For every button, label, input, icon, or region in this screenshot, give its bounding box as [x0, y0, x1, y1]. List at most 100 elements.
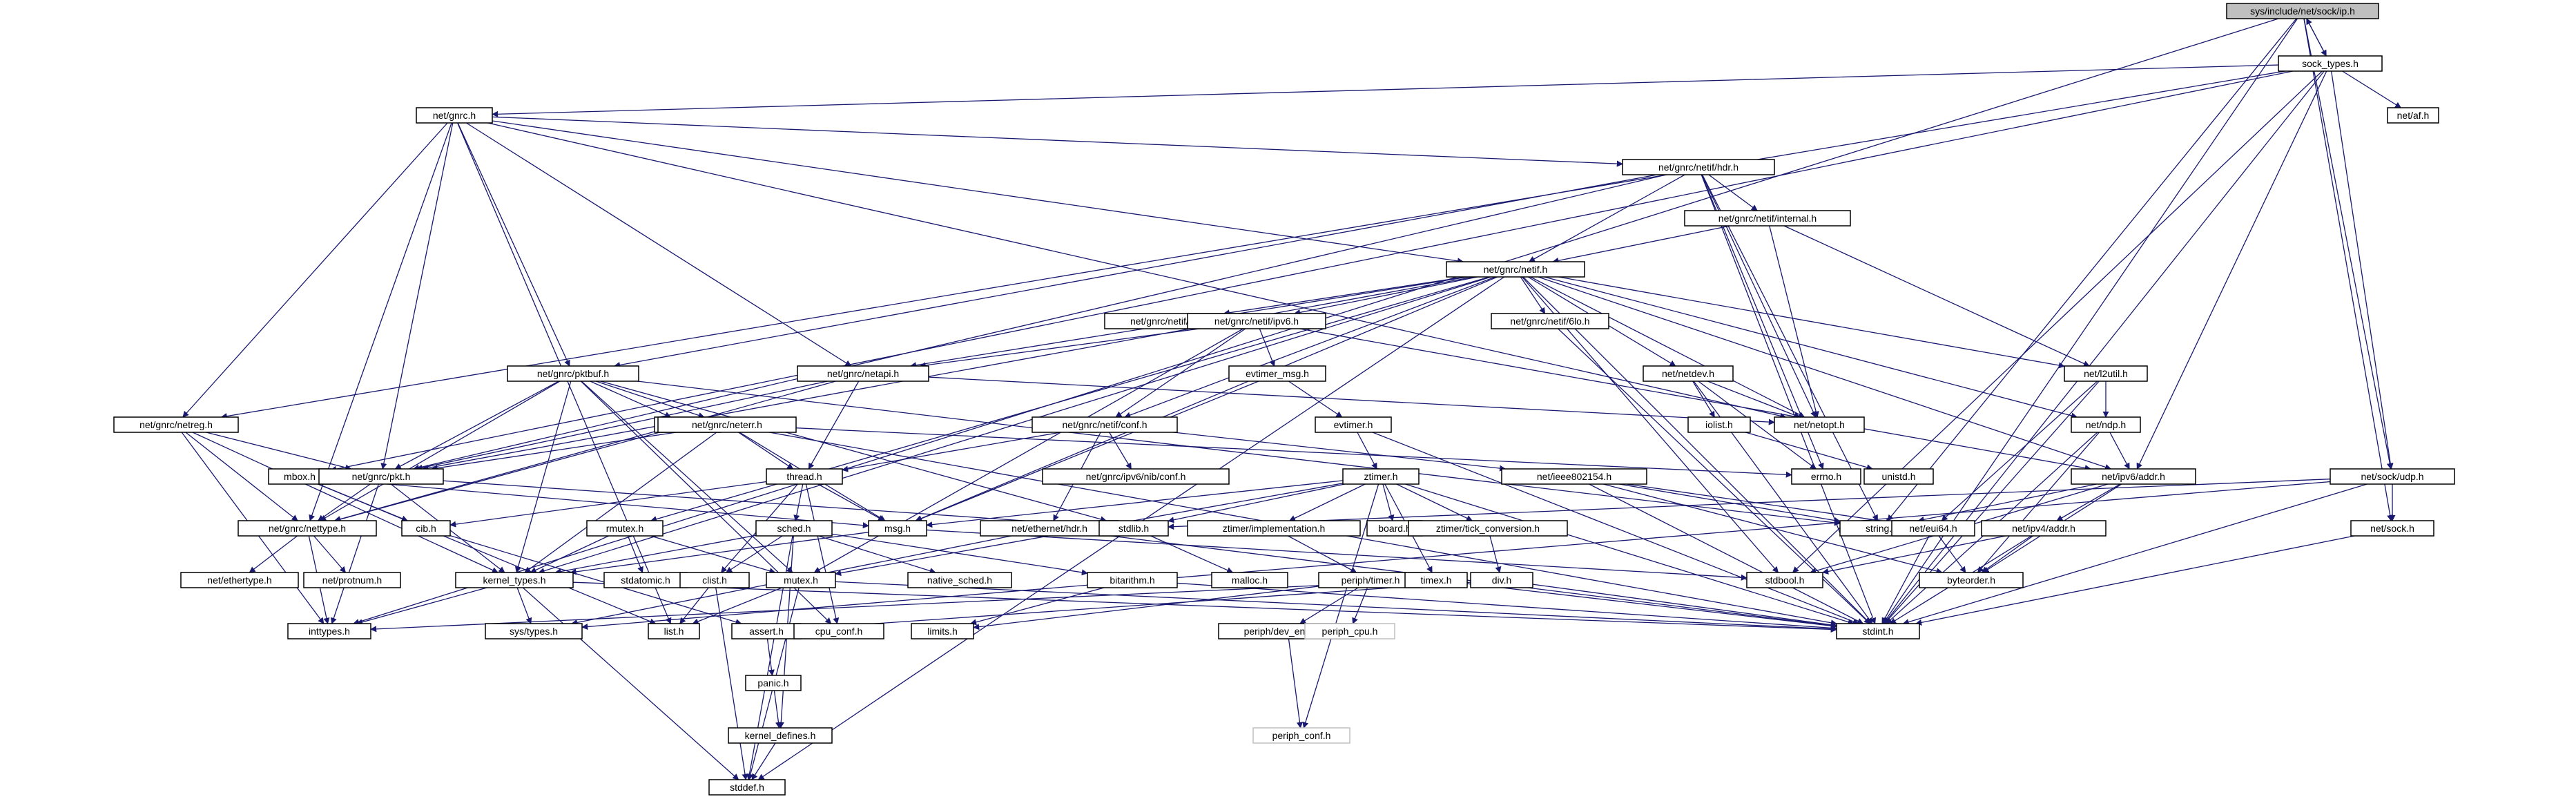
node-label: list.h — [664, 626, 684, 637]
node-stddef[interactable]: stddef.h — [708, 779, 786, 796]
edge-netif_hdr-to-string — [1701, 174, 1879, 521]
node-pktbuf[interactable]: net/gnrc/pktbuf.h — [507, 365, 639, 382]
node-ieee802154[interactable]: net/ieee802154.h — [1501, 468, 1647, 485]
node-ztimer-tc[interactable]: ztimer/tick_conversion.h — [1408, 520, 1568, 537]
node-stdbool[interactable]: stdbool.h — [1746, 572, 1823, 588]
node-eth-hdr[interactable]: net/ethernet/hdr.h — [980, 520, 1119, 537]
node-netdev[interactable]: net/netdev.h — [1643, 365, 1734, 382]
node-box — [793, 623, 884, 639]
node-netif-conf[interactable]: net/gnrc/netif/conf.h — [1032, 416, 1178, 433]
node-af[interactable]: net/af.h — [2387, 107, 2439, 124]
node-label: net/eui64.h — [1909, 523, 1957, 534]
node-sys-types[interactable]: sys/types.h — [485, 623, 583, 639]
edge-periph_timer-to-periph_cpu — [1352, 587, 1368, 624]
node-timex[interactable]: timex.h — [1404, 572, 1468, 588]
node-label: net/gnrc/pkt.h — [352, 471, 411, 482]
node-sock-udp[interactable]: net/sock/udp.h — [2330, 468, 2455, 485]
edge-sock_ip-to-string — [1887, 18, 2297, 521]
node-box — [1981, 520, 2107, 537]
edge-neterr-to-kernel_types — [524, 432, 717, 573]
node-periph-conf[interactable]: periph_conf.h — [1252, 727, 1350, 744]
edge-kernel_types-to-inttypes — [356, 587, 487, 626]
node-msg[interactable]: msg.h — [868, 520, 927, 537]
edge-sock_udp-to-sys_types — [581, 481, 2331, 630]
node-ipv6-nib-conf[interactable]: net/gnrc/ipv6/nib/conf.h — [1042, 468, 1230, 485]
node-netif[interactable]: net/gnrc/netif.h — [1446, 261, 1585, 278]
node-box — [1891, 520, 1975, 537]
node-label: net/sock.h — [2370, 523, 2414, 534]
node-clist[interactable]: clist.h — [679, 572, 750, 588]
node-list[interactable]: list.h — [648, 623, 700, 639]
node-evtimer-msg[interactable]: evtimer_msg.h — [1228, 365, 1326, 382]
node-label: net/gnrc/netif/hdr.h — [1658, 162, 1739, 173]
node-panic[interactable]: panic.h — [745, 675, 802, 691]
node-iolist[interactable]: iolist.h — [1687, 416, 1751, 433]
node-errno[interactable]: errno.h — [1791, 468, 1861, 485]
node-native-sched[interactable]: native_sched.h — [907, 572, 1012, 588]
node-ztimer[interactable]: ztimer.h — [1342, 468, 1420, 485]
node-clib[interactable]: cib.h — [401, 520, 451, 537]
edge-ztimer-to-board — [1382, 483, 1395, 521]
node-eui64[interactable]: net/eui64.h — [1891, 520, 1975, 537]
node-assert[interactable]: assert.h — [731, 623, 802, 639]
node-netopt[interactable]: net/netopt.h — [1774, 416, 1865, 433]
node-sock-types[interactable]: sock_types.h — [2278, 55, 2383, 72]
node-netapi[interactable]: net/gnrc/netapi.h — [797, 365, 929, 382]
node-l2util[interactable]: net/l2util.h — [2064, 365, 2148, 382]
edge-sock_udp-to-stdlib — [1168, 479, 2331, 530]
node-netif-6lo[interactable]: net/gnrc/netif/6lo.h — [1491, 313, 1609, 329]
node-malloc[interactable]: malloc.h — [1211, 572, 1288, 588]
node-evtimer[interactable]: evtimer.h — [1315, 416, 1392, 433]
edge-evtimer_msg-to-msg — [916, 381, 1259, 522]
node-bitarithm[interactable]: bitarithm.h — [1087, 572, 1178, 588]
node-sock-ip[interactable]: sys/include/net/sock/ip.h — [2226, 3, 2379, 19]
edge-netif_ipv6-to-evtimer_msg — [1259, 328, 1275, 367]
node-nettype[interactable]: net/gnrc/nettype.h — [238, 520, 377, 537]
node-pkt[interactable]: net/gnrc/pkt.h — [318, 468, 444, 485]
node-ipv6-addr[interactable]: net/ipv6/addr.h — [2071, 468, 2196, 485]
node-neterr[interactable]: net/gnrc/neterr.h — [657, 416, 797, 433]
node-box — [1919, 572, 2024, 588]
node-sock[interactable]: net/sock.h — [2350, 520, 2434, 537]
node-mutex[interactable]: mutex.h — [766, 572, 836, 588]
node-cpu-conf[interactable]: cpu_conf.h — [793, 623, 884, 639]
edge-evtimer_msg-to-evtimer — [1288, 381, 1343, 418]
node-rmutex[interactable]: rmutex.h — [586, 520, 664, 537]
node-stdatomic[interactable]: stdatomic.h — [603, 572, 688, 588]
node-box — [1791, 468, 1861, 485]
node-netreg[interactable]: net/gnrc/netreg.h — [113, 416, 239, 433]
node-stdint[interactable]: stdint.h — [1836, 623, 1920, 639]
node-label: net/ipv4/addr.h — [2012, 523, 2075, 534]
edge-clist-to-list — [679, 587, 709, 624]
node-unistd[interactable]: unistd.h — [1863, 468, 1934, 485]
node-gnrc[interactable]: net/gnrc.h — [416, 107, 493, 124]
node-kernel-types[interactable]: kernel_types.h — [455, 572, 574, 588]
node-ipv4-addr[interactable]: net/ipv4/addr.h — [1981, 520, 2107, 537]
node-inttypes[interactable]: inttypes.h — [287, 623, 371, 639]
node-thread[interactable]: thread.h — [766, 468, 843, 485]
edge-sched-to-bitarithm — [831, 533, 1088, 576]
edge-ipv4_addr-to-stdbool — [1822, 535, 2006, 575]
node-div[interactable]: div.h — [1470, 572, 1533, 588]
node-label: sched.h — [777, 523, 811, 534]
node-box — [797, 365, 929, 382]
node-ztimer-impl[interactable]: ztimer/implementation.h — [1187, 520, 1361, 537]
node-periph-cpu[interactable]: periph_cpu.h — [1304, 623, 1395, 639]
node-byteorder[interactable]: byteorder.h — [1919, 572, 2024, 588]
node-netif-ipv6[interactable]: net/gnrc/netif/ipv6.h — [1187, 313, 1326, 329]
edge-eui64-to-byteorder — [1938, 535, 1966, 573]
node-netif-hdr[interactable]: net/gnrc/netif/hdr.h — [1622, 159, 1775, 175]
node-box — [1098, 520, 1169, 537]
node-netif-internal[interactable]: net/gnrc/netif/internal.h — [1684, 210, 1851, 227]
node-box — [1863, 468, 1934, 485]
edge-msg-to-kernel_types — [570, 532, 869, 575]
edge-netif_hdr-to-pktbuf — [614, 174, 1658, 368]
node-ndp[interactable]: net/ndp.h — [2071, 416, 2141, 433]
node-kernel-defines[interactable]: kernel_defines.h — [728, 727, 833, 744]
node-limits[interactable]: limits.h — [911, 623, 974, 639]
node-protnum[interactable]: net/protnum.h — [303, 572, 401, 588]
node-label: net/gnrc/ipv6/nib/conf.h — [1086, 471, 1186, 482]
node-stdlib[interactable]: stdlib.h — [1098, 520, 1169, 537]
node-sched[interactable]: sched.h — [755, 520, 833, 537]
node-ethertype[interactable]: net/ethertype.h — [180, 572, 299, 588]
